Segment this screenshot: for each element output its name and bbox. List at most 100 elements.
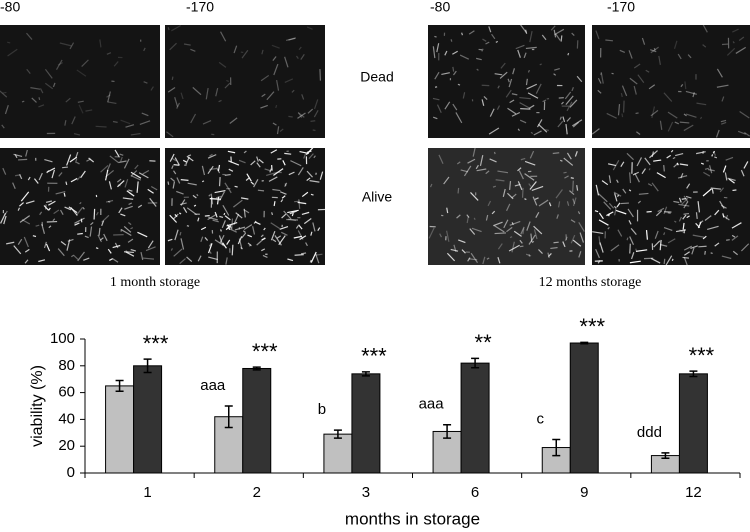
cell [432,97,440,101]
cell [100,164,109,173]
cell [489,108,495,117]
cell [83,257,90,261]
cell [468,30,475,35]
cell [120,119,131,125]
cell [246,173,252,182]
cell [109,155,119,164]
cell [710,252,713,255]
cell [271,44,280,49]
cell [535,83,542,94]
cell [524,198,527,201]
cell [523,52,527,59]
cell [317,227,321,231]
cell [538,199,549,207]
bar [242,367,272,474]
cell [714,242,720,247]
cell [253,178,259,188]
cell [743,161,749,169]
cell [243,209,250,214]
cell [681,197,687,200]
cell [452,103,458,111]
cell [450,39,453,42]
cell [682,214,687,220]
cell [24,259,29,264]
cell [315,253,320,264]
cell [462,92,466,99]
error-bar [252,366,261,371]
cell [287,258,294,262]
cell [78,104,84,114]
cell [740,169,745,177]
cell [171,165,174,170]
cell [209,251,212,254]
cell [48,225,52,229]
cell [169,153,175,162]
cell [678,216,682,222]
cell [179,231,182,236]
cell [695,151,706,155]
cell [554,67,560,71]
cell [150,185,158,191]
cell [306,170,313,178]
cell [732,28,739,33]
cell [216,167,221,174]
cell [219,234,225,244]
cell [653,47,656,51]
cell [65,97,71,103]
cell [44,68,53,79]
cell [674,220,677,223]
cell [529,181,537,190]
cell [650,257,661,264]
cell [190,113,197,124]
cell [703,171,711,177]
cell [622,188,627,194]
cell [309,180,320,183]
cell [174,229,179,241]
cell [595,30,600,40]
cell [173,164,180,166]
micrograph-background [428,25,585,138]
cell [614,193,618,202]
cell [238,159,246,164]
cell [219,215,224,219]
cell [272,188,281,192]
cell [512,68,516,75]
cell [19,174,23,180]
cell [256,156,259,162]
micrograph [0,25,160,138]
cell [695,212,698,220]
cell [235,212,243,219]
cell [293,235,303,239]
cell [493,151,496,155]
cell [53,209,60,215]
cell [309,259,312,263]
cell [70,254,74,258]
cell [511,93,518,96]
cell [200,226,207,231]
cell [707,168,715,172]
cell [64,206,72,211]
cell [692,92,695,98]
cell [731,222,742,229]
cell [621,113,624,118]
cell [572,121,579,128]
cell [487,200,492,207]
cell [279,128,284,132]
cell [99,39,102,48]
column-label: -80 [0,0,20,15]
cell [497,257,501,264]
cell [436,43,440,53]
cell [565,95,574,105]
cell [186,256,193,263]
cell [228,160,240,166]
cell [39,88,44,94]
cell [687,54,692,59]
cell [276,235,282,239]
cell [595,248,600,259]
cell [107,248,112,254]
cell [172,181,176,189]
x-axis-title: months in storage [345,509,480,528]
cell [23,236,29,248]
significance-label: aaa [200,377,226,394]
